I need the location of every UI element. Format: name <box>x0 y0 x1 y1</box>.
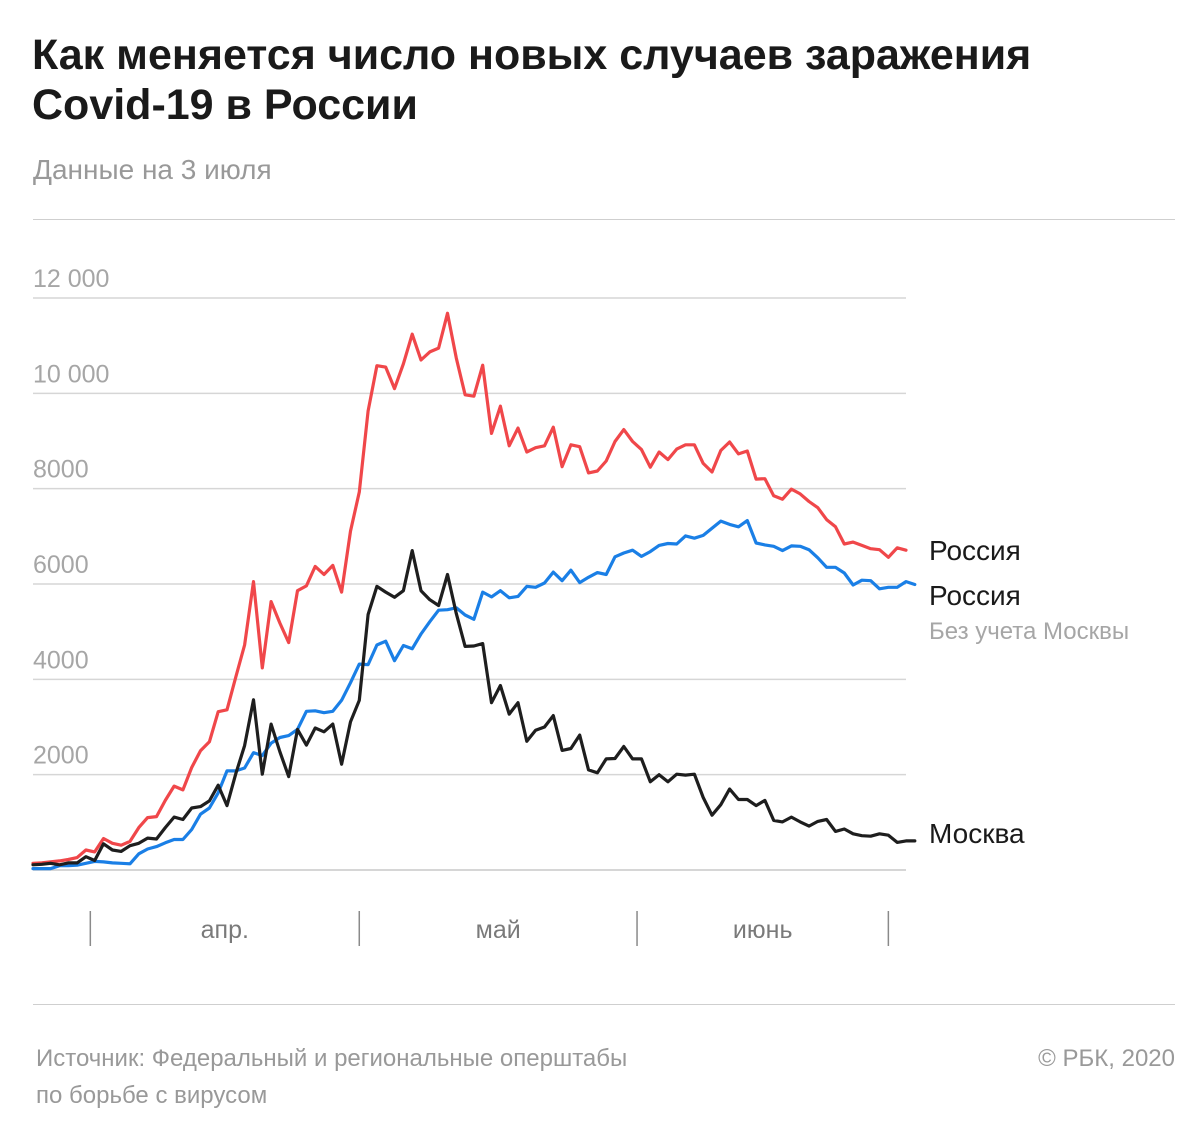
series-label-russia-ex-moscow: Россия <box>929 580 1021 611</box>
month-label: апр. <box>201 916 249 944</box>
series-line-russia-ex-moscow <box>31 518 917 871</box>
series-labels: Россия Россия Без учета Москвы Москва <box>929 535 1129 849</box>
y-tick-label: 4000 <box>33 646 89 674</box>
y-tick-label: 10 000 <box>33 360 109 388</box>
grid-layer: 2000 4000 6000 8000 10 000 12 000 <box>33 265 906 871</box>
series-line-moscow <box>31 548 917 867</box>
chart-subtitle: Данные на 3 июля <box>33 154 272 185</box>
y-tick-label: 6000 <box>33 551 89 579</box>
top-divider <box>33 219 1175 220</box>
month-label: июнь <box>733 916 793 944</box>
source-line-1: Источник: Федеральный и региональные опе… <box>36 1045 628 1072</box>
series-sublabel-russia-ex-moscow: Без учета Москвы <box>929 618 1129 645</box>
source-note: Источник: Федеральный и региональные опе… <box>36 1040 796 1114</box>
bottom-divider <box>33 1004 1175 1005</box>
y-tick-label: 8000 <box>33 456 89 484</box>
series-line-russia <box>31 311 908 865</box>
y-tick-label: 12 000 <box>33 265 109 293</box>
month-label: май <box>476 916 521 944</box>
copyright: © РБК, 2020 <box>1038 1045 1175 1072</box>
month-axis: апр. май июнь <box>89 911 890 946</box>
source-line-2: по борьбе с вирусом <box>36 1082 268 1109</box>
y-tick-label: 2000 <box>33 742 89 770</box>
series-label-moscow: Москва <box>929 818 1025 849</box>
series-layer <box>31 311 917 871</box>
chart-title: Как меняется число новых случаев заражен… <box>32 31 1032 129</box>
series-label-russia: Россия <box>929 535 1021 566</box>
